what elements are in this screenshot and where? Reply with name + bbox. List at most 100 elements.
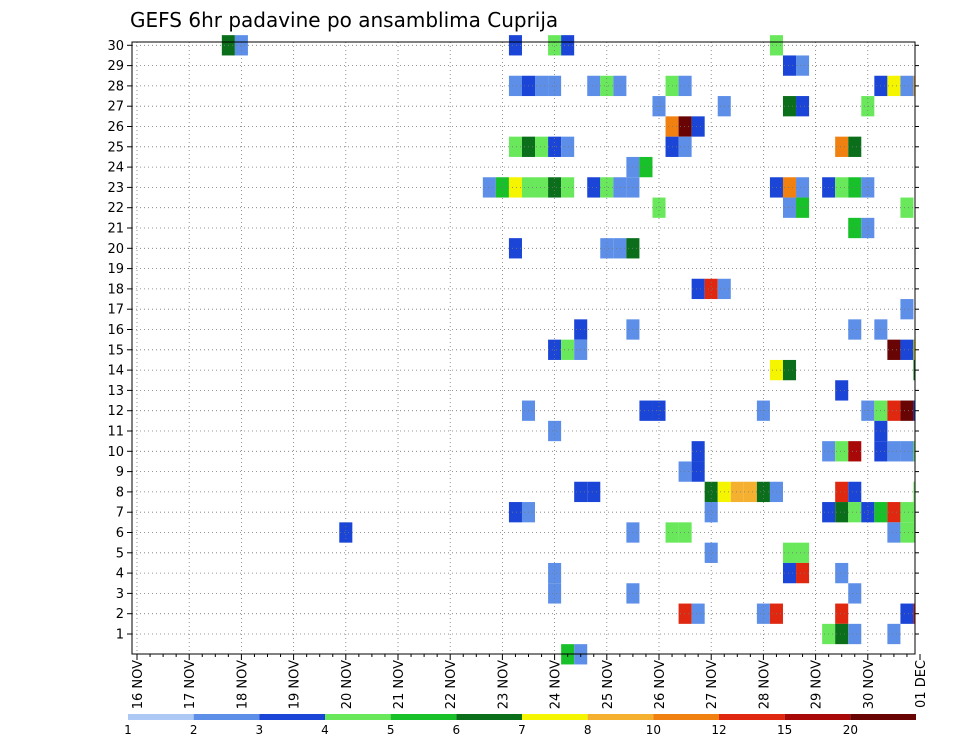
y-tick-label: 23 — [107, 181, 124, 196]
data-cell — [835, 623, 849, 645]
data-cell — [639, 156, 653, 178]
data-cell — [704, 278, 718, 300]
x-tick-label: 01 DEC — [914, 660, 929, 708]
data-cell — [835, 136, 849, 157]
grid-lines — [132, 42, 915, 654]
legend-label: 1 — [124, 723, 132, 737]
legend-swatch — [325, 714, 391, 720]
data-cell — [639, 400, 653, 421]
data-cell — [678, 522, 692, 543]
data-cell — [548, 339, 562, 360]
data-cell — [743, 481, 757, 503]
x-tick-label: 30 NOV — [862, 660, 877, 709]
data-cell — [600, 75, 614, 97]
data-cell — [561, 177, 575, 198]
data-cell — [548, 75, 562, 97]
data-cell — [548, 177, 562, 198]
x-tick-label: 19 NOV — [288, 660, 303, 709]
y-tick-label: 12 — [107, 404, 124, 419]
data-cell — [900, 299, 914, 320]
data-cell — [913, 400, 915, 421]
y-tick-label: 29 — [107, 59, 124, 74]
y-tick-label: 14 — [107, 364, 124, 379]
data-cell — [548, 35, 562, 56]
data-cell — [848, 623, 862, 645]
legend-label: 8 — [584, 723, 592, 737]
data-cell — [848, 177, 862, 198]
y-tick-label: 30 — [107, 39, 124, 54]
y-tick-label: 20 — [107, 242, 124, 257]
y-tick-label: 11 — [107, 425, 124, 440]
data-cell — [796, 55, 810, 76]
data-cell — [848, 583, 862, 604]
data-cell — [508, 75, 522, 97]
data-cell — [561, 136, 575, 157]
x-tick-label: 24 NOV — [549, 660, 564, 709]
data-cell — [913, 75, 915, 97]
data-cell — [796, 177, 810, 198]
data-cell — [678, 116, 692, 137]
data-cell — [756, 603, 770, 624]
data-cell — [508, 136, 522, 157]
data-cell — [887, 75, 901, 97]
data-cell — [848, 502, 862, 523]
data-cell — [561, 35, 575, 56]
data-cell — [678, 75, 692, 97]
legend-swatch — [259, 714, 325, 720]
data-cell — [613, 75, 627, 97]
y-tick-label: 5 — [116, 546, 124, 561]
y-tick-label: 8 — [116, 485, 124, 500]
data-cell — [704, 542, 718, 563]
data-cell — [508, 177, 522, 198]
legend-label: 12 — [711, 723, 726, 737]
data-cell — [861, 217, 875, 239]
data-cell — [704, 481, 718, 503]
data-cell — [782, 55, 797, 76]
legend-swatch — [128, 714, 194, 720]
data-cell — [691, 441, 705, 462]
data-cell — [900, 197, 914, 218]
legend-label: 7 — [518, 723, 526, 737]
data-cell — [691, 116, 705, 137]
data-cell — [913, 522, 915, 543]
legend-swatch — [850, 714, 916, 720]
y-axis: 1234567891011121314151617181920212223242… — [107, 39, 919, 643]
y-tick-label: 1 — [116, 628, 124, 643]
data-cell — [835, 603, 849, 624]
y-tick-label: 28 — [107, 79, 124, 94]
y-tick-label: 25 — [107, 140, 124, 155]
data-cell — [835, 562, 849, 584]
data-cell — [900, 441, 914, 462]
legend-label: 4 — [321, 723, 329, 737]
x-tick-label: 18 NOV — [235, 660, 250, 709]
data-cell — [848, 217, 862, 239]
y-tick-label: 15 — [107, 343, 124, 358]
y-tick-label: 27 — [107, 100, 124, 115]
y-tick-label: 4 — [116, 567, 124, 582]
color-legend: 1 2 3 4 5 6 7 8 10 12 15 20 — [124, 714, 916, 737]
legend-label: 5 — [387, 723, 395, 737]
data-cell — [796, 542, 810, 563]
data-cell — [508, 238, 522, 259]
data-cell — [913, 339, 915, 360]
y-tick-label: 19 — [107, 262, 124, 277]
data-cell — [730, 481, 744, 503]
y-tick-label: 26 — [107, 120, 124, 135]
data-cell — [782, 177, 797, 198]
data-cell — [900, 400, 914, 421]
data-cell — [913, 502, 915, 523]
x-tick-label: 27 NOV — [705, 660, 720, 709]
data-cell — [900, 75, 914, 97]
data-cell — [848, 481, 862, 503]
y-tick-label: 17 — [107, 303, 124, 318]
data-cell — [782, 197, 797, 218]
y-tick-label: 2 — [116, 607, 124, 622]
data-cell — [613, 238, 627, 259]
data-cell — [900, 603, 914, 624]
data-cell — [678, 603, 692, 624]
legend-swatch — [390, 714, 457, 720]
data-cell — [678, 136, 692, 157]
legend-swatch — [456, 714, 522, 720]
data-cell — [535, 136, 549, 157]
